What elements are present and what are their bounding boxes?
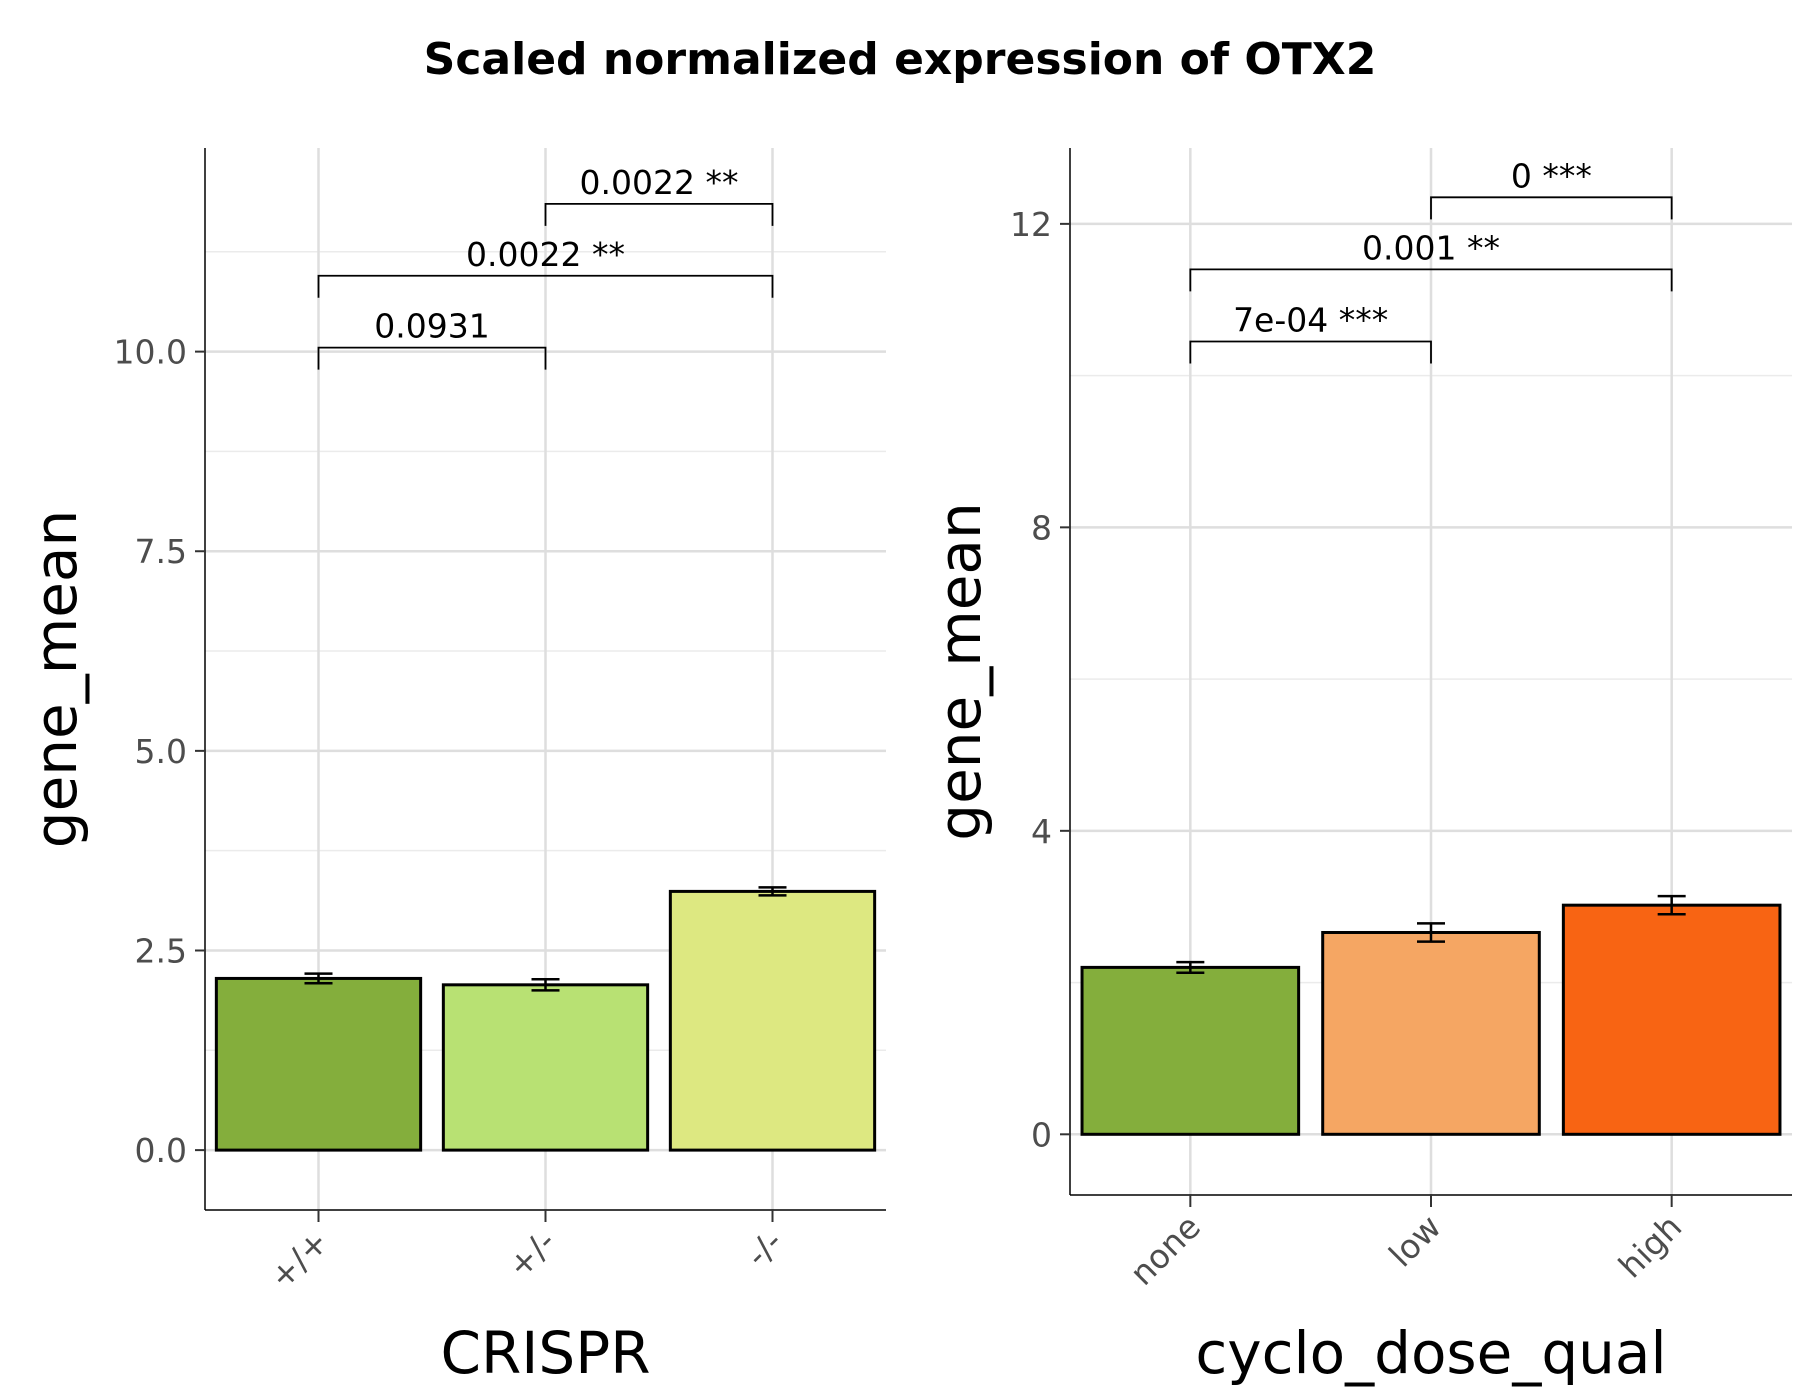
bar-none <box>1080 965 1301 1136</box>
bar-low <box>1321 930 1541 1136</box>
x-tick-label: +/- <box>500 1222 563 1285</box>
bar--/- <box>668 889 877 1152</box>
bar-high <box>1561 903 1782 1136</box>
x-axis-title: cyclo_dose_qual <box>1195 1319 1666 1387</box>
comparison-label: 0.001 ** <box>1362 228 1500 267</box>
comparison-label: 0.0022 ** <box>466 235 625 274</box>
y-tick-label: 5.0 <box>135 732 187 771</box>
comparison-label: 0.0931 <box>374 307 489 346</box>
error-bar--/- <box>758 886 787 897</box>
error-bar-none <box>1176 960 1205 974</box>
chart-panel-2: 7e-04 *** 0.001 ** 0 *** 0 4 8 12 none low high cy… <box>926 148 1792 1387</box>
bar-+/+ <box>214 976 423 1152</box>
y-tick-label: 2.5 <box>135 931 187 970</box>
comparison-label: 0.0022 ** <box>580 163 739 202</box>
bar-+/- <box>441 983 650 1152</box>
x-axis-title: CRISPR <box>441 1319 651 1387</box>
y-tick-label: 8 <box>1031 508 1052 547</box>
y-tick-label: 0.0 <box>135 1131 187 1170</box>
comparison-label: 0 *** <box>1511 156 1592 195</box>
y-axis-title: gene_mean <box>926 502 994 840</box>
x-tick-label: -/- <box>738 1222 790 1274</box>
comparison-bracket-1: 7e-04 *** <box>1189 300 1432 364</box>
comparison-bracket-3: 0 *** <box>1430 156 1673 220</box>
error-bar-high <box>1657 894 1686 916</box>
y-axis-title: gene_mean <box>22 510 90 848</box>
comparison-label: 7e-04 *** <box>1233 300 1388 339</box>
figure-title: Scaled normalized expression of OTX2 <box>423 34 1377 85</box>
y-tick-label: 0 <box>1031 1115 1052 1154</box>
x-tick-label: +/+ <box>262 1222 337 1297</box>
x-tick-label: low <box>1381 1207 1448 1274</box>
chart-panel-1: 0.0931 0.0022 ** 0.0022 ** 0.0 2.5 5.0 7.5 10.0… <box>22 148 886 1387</box>
y-tick-label: 4 <box>1031 812 1052 851</box>
comparison-bracket-1: 0.0931 <box>317 307 547 370</box>
y-tick-label: 12 <box>1010 205 1052 244</box>
comparison-bracket-2: 0.001 ** <box>1189 228 1673 292</box>
error-bar-low <box>1417 922 1445 943</box>
y-tick-label: 10.0 <box>114 333 187 372</box>
x-tick-label: none <box>1122 1207 1208 1293</box>
comparison-bracket-2: 0.0022 ** <box>317 235 774 298</box>
comparison-bracket-3: 0.0022 ** <box>544 163 774 226</box>
x-tick-label: high <box>1611 1207 1689 1285</box>
y-tick-label: 7.5 <box>135 532 187 571</box>
error-bar-+/+ <box>304 972 333 985</box>
error-bar-+/- <box>531 977 560 992</box>
